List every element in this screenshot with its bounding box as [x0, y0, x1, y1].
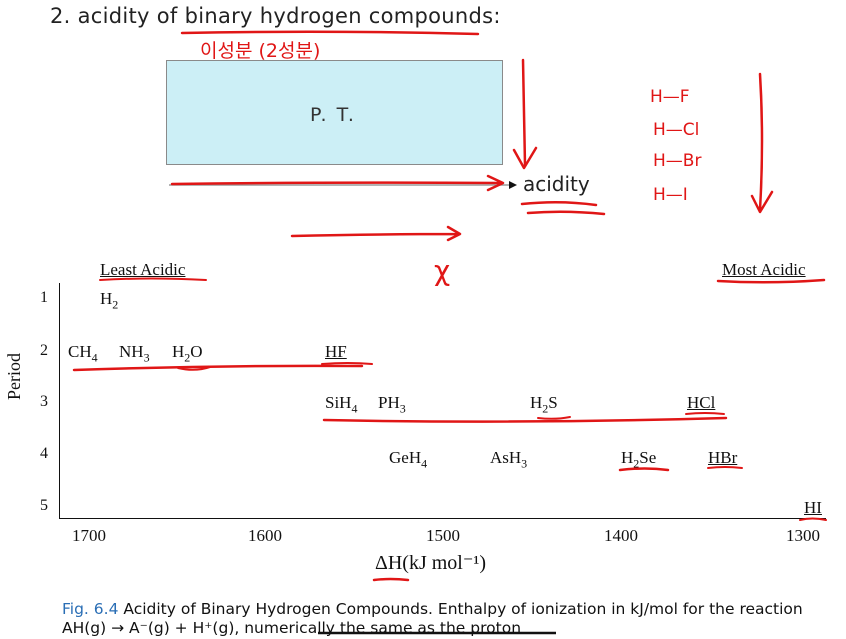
- compound-h2s: H2S: [530, 393, 558, 416]
- ink-hf-underline: [321, 362, 373, 365]
- x-tick-label: 1300: [786, 526, 820, 545]
- trend-arrow: [169, 181, 517, 189]
- ink-row3-line: [322, 416, 728, 423]
- slide-title: 2. acidity of binary hydrogen compounds:: [50, 4, 501, 28]
- least-acidic-label: Least Acidic: [100, 260, 186, 279]
- ink-arrow-right: [170, 174, 505, 192]
- compound-ph3: PH3: [378, 393, 406, 416]
- ink-row2-line: [72, 364, 364, 372]
- period-number: 4: [40, 445, 48, 462]
- compound-geh4: GeH4: [389, 448, 428, 471]
- compound-hf: HF: [325, 342, 347, 361]
- periodic-table-box: [166, 60, 503, 165]
- ink-hcl-underline: [685, 412, 725, 415]
- ink-arrow-right-down: [750, 72, 774, 214]
- x-tick-label: 1700: [72, 526, 106, 545]
- x-tick-label: 1400: [604, 526, 638, 545]
- x-tick-label: 1500: [426, 526, 460, 545]
- ink-hi-underline: [799, 517, 827, 521]
- compound-h2se: H2Se: [621, 448, 657, 471]
- period-number: 1: [40, 289, 48, 306]
- acidity-label: acidity: [523, 172, 590, 196]
- y-axis-line: [59, 283, 60, 519]
- period-number: 5: [40, 497, 48, 514]
- ink-arrow-en: [290, 225, 462, 242]
- compound-h2: H2: [100, 289, 119, 312]
- compound-nh3: NH3: [119, 342, 150, 365]
- compound-h2o: H2O: [172, 342, 203, 365]
- ink-dh-underline: [372, 577, 410, 582]
- compound-hbr: HBr: [708, 448, 738, 467]
- figure-number: Fig. 6.4: [62, 600, 119, 618]
- ink-korean-note: 이성분 (2성분): [200, 40, 320, 62]
- ink-acidity-underline: [520, 200, 606, 216]
- ink-least-underline: [99, 277, 207, 281]
- compound-ash3: AsH3: [490, 448, 528, 471]
- ink-hf: H—F: [650, 87, 690, 107]
- most-acidic-label: Most Acidic: [722, 260, 806, 279]
- compound-sih4: SiH4: [325, 393, 358, 416]
- ink-h2o-underline: [177, 366, 211, 371]
- period-number: 2: [40, 342, 48, 359]
- ink-hcl: H—Cl: [653, 120, 699, 140]
- ink-h2se-underline: [618, 467, 670, 472]
- ink-underline-title: [180, 30, 480, 36]
- compound-ch4: CH4: [68, 342, 98, 365]
- x-tick-label: 1600: [248, 526, 282, 545]
- ink-arrow-down: [512, 58, 538, 170]
- ink-most-underline: [716, 278, 826, 284]
- periodic-table-label: P. T.: [310, 104, 356, 126]
- ink-hbr-underline: [707, 466, 743, 469]
- compound-hi: HI: [804, 498, 822, 517]
- ink-chi-symbol: χ: [434, 254, 450, 287]
- ink-hbr: H—Br: [653, 151, 701, 171]
- ink-h2s-underline: [537, 416, 571, 420]
- ink-hi: H—I: [653, 185, 688, 205]
- compound-hcl: HCl: [687, 393, 716, 412]
- x-axis-label: ΔH(kJ mol⁻¹): [375, 552, 487, 574]
- x-axis-line: [59, 518, 826, 519]
- period-number: 3: [40, 393, 48, 410]
